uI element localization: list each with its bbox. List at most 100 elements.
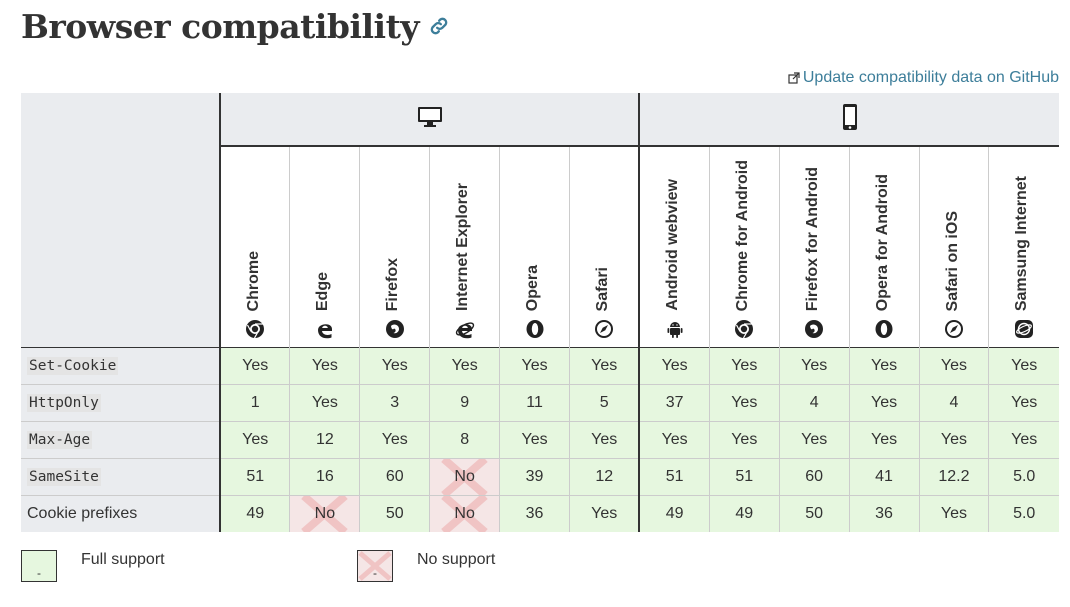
support-cell[interactable]: 5.0 (988, 458, 1059, 496)
support-cell[interactable]: 11 (499, 384, 570, 422)
support-value: 11 (526, 394, 543, 411)
support-cell[interactable]: 50 (359, 495, 431, 532)
support-value: 1 (250, 394, 260, 411)
support-cell[interactable]: 36 (849, 495, 920, 532)
browser-name: Safari on iOS (943, 210, 961, 311)
support-cell[interactable]: Yes (289, 384, 361, 422)
support-cell[interactable]: 51 (709, 458, 780, 496)
support-cell[interactable]: 9 (429, 384, 501, 422)
support-value: 60 (385, 468, 404, 485)
feature-name[interactable]: Max-Age (21, 421, 222, 459)
support-cell[interactable]: Yes (709, 347, 780, 385)
browser-name: Internet Explorer (454, 182, 472, 311)
support-cell[interactable]: Yes (639, 347, 710, 385)
legend-label: Full support (81, 551, 165, 568)
support-value: Yes (381, 431, 408, 448)
compat-table: Chrome Edge Firefox Internet Explorer Opera S… (21, 93, 1059, 532)
support-value: 4 (949, 394, 959, 411)
support-cell[interactable]: 60 (359, 458, 431, 496)
feature-label: Cookie prefixes (27, 505, 138, 522)
support-cell[interactable]: Yes (849, 384, 920, 422)
support-value: 50 (805, 505, 824, 522)
support-cell[interactable]: Yes (569, 347, 641, 385)
support-cell[interactable]: Yes (709, 384, 780, 422)
support-cell[interactable]: 1 (220, 384, 291, 422)
support-cell[interactable]: No (429, 495, 501, 532)
legend-label: No support (417, 551, 496, 568)
feature-name[interactable]: Cookie prefixes (21, 495, 222, 532)
support-cell[interactable]: 3 (359, 384, 431, 422)
browser-name: Safari (593, 266, 611, 311)
update-data-link[interactable]: Update compatibility data on GitHub (788, 69, 1059, 87)
support-cell[interactable]: 5.0 (988, 495, 1059, 532)
support-cell[interactable]: No (429, 458, 501, 496)
support-cell[interactable]: Yes (569, 421, 641, 459)
table-row: Cookie prefixes 49 No 50 No 36 Yes 49 49 50 36 Yes 5… (21, 495, 1059, 532)
support-cell[interactable]: 12 (569, 458, 641, 496)
support-cell[interactable]: Yes (289, 347, 361, 385)
support-cell[interactable]: 37 (639, 384, 710, 422)
support-cell[interactable]: No (289, 495, 361, 532)
external-link-icon (788, 72, 800, 84)
support-cell[interactable]: 12 (289, 421, 361, 459)
platform-mobile (639, 93, 1059, 147)
support-value: 5.0 (1013, 505, 1036, 522)
browser-name: Android webview (664, 179, 682, 311)
support-cell[interactable]: Yes (849, 421, 920, 459)
support-cell[interactable]: Yes (779, 421, 850, 459)
support-value: No (454, 505, 475, 522)
support-cell[interactable]: Yes (220, 421, 291, 459)
support-cell[interactable]: 41 (849, 458, 920, 496)
browser-name: Chrome (245, 250, 263, 311)
support-cell[interactable]: Yes (849, 347, 920, 385)
support-cell[interactable]: 4 (919, 384, 990, 422)
support-cell[interactable]: 8 (429, 421, 501, 459)
support-cell[interactable]: Yes (499, 347, 570, 385)
support-cell[interactable]: Yes (919, 421, 990, 459)
support-value: Yes (661, 431, 688, 448)
feature-name[interactable]: HttpOnly (21, 384, 222, 422)
support-cell[interactable]: 51 (639, 458, 710, 496)
support-value: Yes (801, 357, 828, 374)
support-cell[interactable]: 51 (220, 458, 291, 496)
support-cell[interactable]: Yes (988, 384, 1059, 422)
support-cell[interactable]: Yes (779, 347, 850, 385)
support-value: 49 (735, 505, 754, 522)
support-cell[interactable]: 49 (709, 495, 780, 532)
support-value: Yes (1011, 357, 1038, 374)
support-cell[interactable]: Yes (569, 495, 641, 532)
feature-name[interactable]: Set-Cookie (21, 347, 222, 385)
legend-full-support: - Full support (21, 550, 165, 582)
support-value: Yes (1011, 431, 1038, 448)
support-cell[interactable]: 12.2 (919, 458, 990, 496)
support-cell[interactable]: Yes (429, 347, 501, 385)
support-cell[interactable]: 36 (499, 495, 570, 532)
support-cell[interactable]: 39 (499, 458, 570, 496)
support-cell[interactable]: Yes (639, 421, 710, 459)
support-cell[interactable]: 4 (779, 384, 850, 422)
support-cell[interactable]: 16 (289, 458, 361, 496)
feature-name[interactable]: SameSite (21, 458, 222, 496)
support-cell[interactable]: 50 (779, 495, 850, 532)
support-cell[interactable]: 49 (639, 495, 710, 532)
support-cell[interactable]: Yes (988, 421, 1059, 459)
support-value: Yes (591, 357, 618, 374)
support-cell[interactable]: Yes (919, 347, 990, 385)
support-cell[interactable]: 5 (569, 384, 641, 422)
support-value: Yes (591, 505, 618, 522)
support-cell[interactable]: Yes (988, 347, 1059, 385)
browser-header-chrome-for-android: Chrome for Android (709, 146, 780, 348)
browser-name: Chrome for Android (733, 159, 751, 311)
support-value: 51 (246, 468, 265, 485)
support-cell[interactable]: Yes (359, 421, 431, 459)
support-cell[interactable]: 60 (779, 458, 850, 496)
support-cell[interactable]: Yes (919, 495, 990, 532)
support-cell[interactable]: 49 (220, 495, 291, 532)
support-value: Yes (731, 431, 758, 448)
table-row: Max-Age Yes 12 Yes 8 Yes Yes Yes Yes Yes Yes Yes Yes (21, 421, 1059, 459)
link-icon[interactable] (428, 15, 450, 37)
support-cell[interactable]: Yes (709, 421, 780, 459)
support-cell[interactable]: Yes (220, 347, 291, 385)
support-cell[interactable]: Yes (359, 347, 431, 385)
support-cell[interactable]: Yes (499, 421, 570, 459)
